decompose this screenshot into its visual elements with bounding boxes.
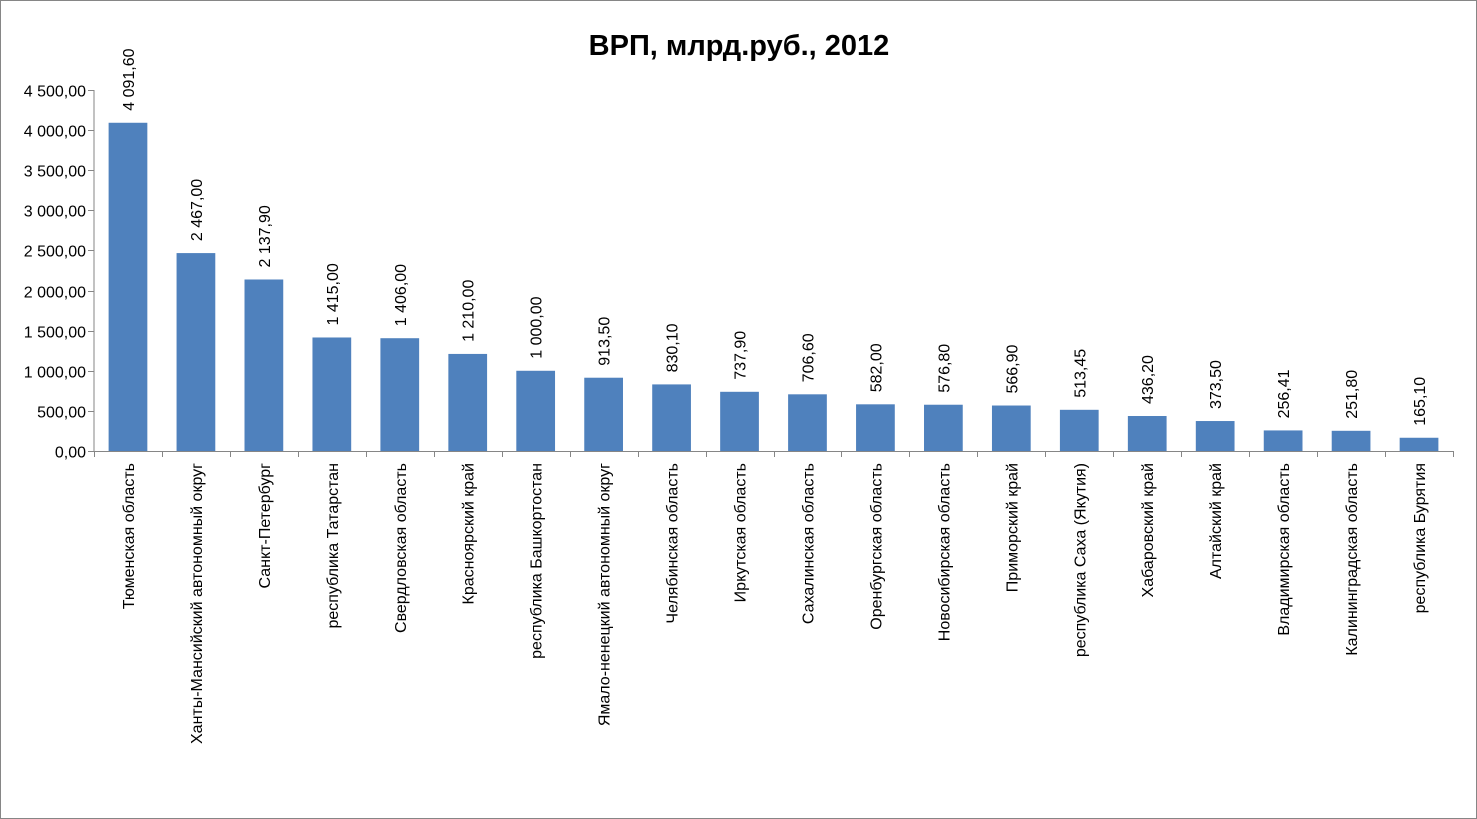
bar — [1127, 416, 1167, 451]
y-axis: 0,00 500,00 1 000,00 1 500,00 2 000,00 2 500,… — [24, 84, 95, 462]
category-label: Калининградская область — [1344, 463, 1361, 656]
bar — [788, 394, 827, 451]
category-label: Оренбургская область — [868, 463, 885, 630]
bar — [1331, 430, 1371, 451]
category-label: Красноярский край — [461, 463, 478, 604]
bar — [176, 253, 216, 451]
bar — [584, 377, 623, 451]
data-label: 566,90 — [1004, 344, 1021, 393]
y-tick-label: 1 500,00 — [24, 325, 86, 342]
bar — [991, 405, 1031, 451]
bar — [1195, 421, 1235, 451]
y-tick-label: 1 000,00 — [24, 365, 86, 382]
category-label: республика Татарстан — [325, 463, 342, 628]
category-label: Владимирская область — [1276, 463, 1293, 636]
bar — [1399, 437, 1439, 451]
bar — [108, 122, 148, 451]
category-label: Челябинская область — [665, 463, 682, 624]
bar — [448, 353, 488, 451]
category-label: Алтайский край — [1208, 463, 1225, 579]
data-label: 256,41 — [1276, 369, 1293, 418]
y-tick-label: 0,00 — [55, 445, 86, 462]
data-label: 436,20 — [1140, 355, 1157, 404]
data-label: 830,10 — [665, 323, 682, 372]
data-label: 2 467,00 — [189, 179, 206, 241]
category-label: Санкт-Петербург — [257, 463, 274, 589]
y-tick-label: 2 500,00 — [24, 244, 86, 261]
y-tick-label: 3 000,00 — [24, 204, 86, 221]
category-label: Ямало-ненецкий автономный округ — [597, 463, 614, 726]
category-label: республика Саха (Якутия) — [1072, 463, 1089, 657]
category-label: республика Бурятия — [1412, 463, 1429, 613]
data-label: 737,90 — [733, 331, 750, 380]
category-label: Тюменская область — [121, 463, 138, 609]
x-axis — [94, 451, 1454, 457]
category-label: республика Башкортостан — [529, 463, 546, 659]
data-label: 251,80 — [1344, 370, 1361, 419]
bar — [516, 370, 556, 451]
y-tick-label: 500,00 — [37, 405, 86, 422]
data-label: 373,50 — [1208, 360, 1225, 409]
bar — [652, 384, 691, 451]
bar — [1059, 409, 1099, 451]
category-label: Хабаровский край — [1140, 463, 1157, 597]
bar — [1263, 430, 1303, 451]
category-label: Свердловская область — [393, 463, 410, 633]
data-label: 706,60 — [800, 333, 817, 382]
bar — [312, 337, 352, 451]
data-label: 513,45 — [1072, 349, 1089, 398]
category-labels-group: Тюменская область Ханты-Мансийский автоно… — [121, 463, 1429, 744]
category-label: Иркутская область — [733, 463, 750, 602]
category-label: Приморский край — [1004, 463, 1021, 592]
y-tick-label: 2 000,00 — [24, 285, 86, 302]
data-label: 1 415,00 — [325, 263, 342, 325]
y-tick-label: 4 500,00 — [24, 84, 86, 101]
bar — [856, 404, 895, 451]
y-tick-label: 3 500,00 — [24, 164, 86, 181]
bar — [924, 404, 963, 451]
category-label: Ханты-Мансийский автономный округ — [189, 463, 206, 744]
bar — [380, 338, 420, 451]
data-label: 582,00 — [868, 343, 885, 392]
data-labels-group: 4 091,60 2 467,00 2 137,90 1 415,00 1 406,00… — [121, 48, 1429, 425]
bar — [720, 391, 759, 451]
data-label: 576,80 — [936, 344, 953, 393]
bars-group — [108, 122, 1439, 451]
category-label: Сахалинская область — [800, 463, 817, 624]
data-label: 913,50 — [597, 317, 614, 366]
data-label: 165,10 — [1412, 377, 1429, 426]
category-label: Новосибирская область — [936, 463, 953, 641]
data-label: 1 000,00 — [529, 296, 546, 358]
data-label: 2 137,90 — [257, 205, 274, 267]
bar — [244, 279, 284, 451]
data-label: 4 091,60 — [121, 48, 138, 110]
data-label: 1 406,00 — [393, 264, 410, 326]
chart-title: ВРП, млрд.руб., 2012 — [589, 30, 890, 62]
data-label: 1 210,00 — [461, 280, 478, 342]
y-tick-label: 4 000,00 — [24, 124, 86, 141]
